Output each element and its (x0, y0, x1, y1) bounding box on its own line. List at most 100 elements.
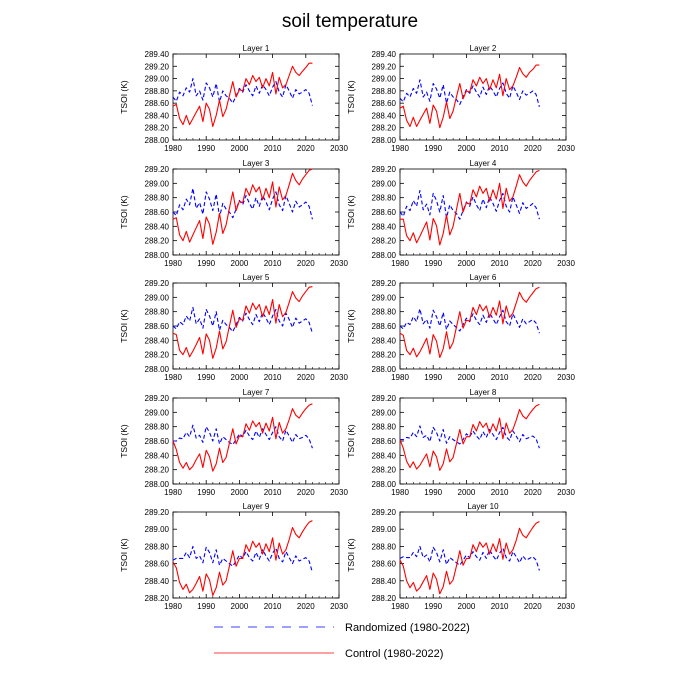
panel-5-ytick-label: 289.00 (145, 293, 170, 302)
panel-3-xtick-label: 2020 (297, 259, 315, 268)
panel-1-series-control (172, 62, 313, 128)
panel-4-xtick-label: 2010 (491, 259, 509, 268)
panel-1-xtick-label: 1980 (164, 144, 182, 153)
panel-5-xtick-label: 2030 (330, 373, 348, 382)
panel-5-ytick-label: 288.60 (145, 322, 170, 331)
panel-3-ylabel: TSOI (K) (119, 195, 129, 229)
panel-3-frame (172, 168, 340, 256)
panel-3-xtick-label: 1990 (197, 259, 215, 268)
panel-4-ytick-label: 288.80 (372, 194, 397, 203)
panel-4-series-control (400, 169, 540, 246)
panel-8-xtick-label: 2000 (458, 488, 476, 497)
panel-3-title: Layer 3 (243, 159, 270, 168)
panel-5-xtick-label: 2010 (264, 373, 282, 382)
panel-10-xtick-label: 2030 (557, 602, 575, 611)
panel-4-ytick-label: 289.20 (372, 165, 397, 174)
panel-7-xtick-label: 1990 (197, 488, 215, 497)
panel-2-ytick-label: 288.40 (372, 111, 397, 120)
panel-10-xtick-label: 1990 (424, 602, 442, 611)
panel-8-ytick-label: 288.00 (372, 480, 397, 489)
panel-10-ylabel: TSOI (K) (346, 538, 356, 572)
legend-label-randomized: Randomized (1980-2022) (345, 622, 470, 634)
panel-2-ylabel: TSOI (K) (346, 80, 356, 114)
panel-9-ytick-label: 288.20 (145, 594, 170, 603)
panel-6-series-control (399, 286, 540, 359)
panel-10-xtick-label: 2020 (524, 602, 542, 611)
panel-2-ytick-label: 288.20 (372, 124, 397, 133)
panel-10-ytick-label: 289.00 (372, 525, 397, 534)
panel-7-ytick-label: 289.00 (145, 408, 170, 417)
panel-7-xtick-label: 2020 (297, 488, 315, 497)
panel-1-ytick-label: 288.00 (145, 136, 170, 145)
panel-3-ytick-label: 289.00 (145, 179, 170, 188)
panel-4-ytick-label: 288.40 (372, 222, 397, 231)
panel-2-ytick-label: 289.00 (372, 75, 397, 84)
panel-10-xtick-label: 2000 (458, 602, 476, 611)
panel-2-ytick-label: 289.20 (372, 62, 397, 71)
panel-1-series-randomized (172, 78, 313, 106)
panel-5-xtick-label: 1980 (164, 373, 182, 382)
panel-1-ytick-label: 289.00 (145, 75, 170, 84)
panel-6-ytick-label: 288.20 (372, 351, 397, 360)
panel-4-ytick-label: 288.20 (372, 237, 397, 246)
panel-6-xtick-label: 1990 (424, 373, 442, 382)
panel-4-xtick-label: 1980 (391, 259, 409, 268)
panel-2-series-randomized (399, 79, 540, 107)
panel-7-xtick-label: 1980 (164, 488, 182, 497)
panel-4-series-randomized (399, 189, 540, 220)
panel-8-ytick-label: 289.00 (372, 408, 397, 417)
panel-9-series-control (172, 520, 313, 596)
panel-5-ytick-label: 288.80 (145, 308, 170, 317)
panel-6-ytick-label: 288.80 (372, 308, 397, 317)
panel-8-frame (399, 397, 567, 485)
panel-9-xtick-label: 1980 (164, 602, 182, 611)
panel-1: Layer 1 TSOI (K) 1980 1990 2000 2010 2020 2030 2… (119, 44, 348, 153)
panel-10: Layer 10 TSOI (K) 1980 1990 2000 2010 2020 2030… (346, 502, 575, 611)
panel-5-xtick-label: 2020 (297, 373, 315, 382)
panel-3-ytick-label: 288.20 (145, 237, 170, 246)
panel-10-xtick-label: 2010 (491, 602, 509, 611)
panel-2-ytick-label: 288.80 (372, 87, 397, 96)
panel-7: Layer 7 TSOI (K) 1980 1990 2000 2010 2020 2030 2… (119, 388, 348, 497)
panel-7-xtick-label: 2030 (330, 488, 348, 497)
panel-6-xtick-label: 2030 (557, 373, 575, 382)
panel-6-ytick-label: 288.60 (372, 322, 397, 331)
panel-2-xtick-label: 2030 (557, 144, 575, 153)
panel-5-ylabel: TSOI (K) (119, 309, 129, 343)
panel-1-xtick-label: 2020 (297, 144, 315, 153)
panel-3-ytick-label: 288.00 (145, 251, 170, 260)
panel-2-ytick-label: 289.40 (372, 50, 397, 59)
panel-1-ytick-label: 289.20 (145, 62, 170, 71)
panel-7-ytick-label: 289.20 (145, 394, 170, 403)
panel-6-series-randomized (399, 308, 540, 334)
panel-3: Layer 3 TSOI (K) 1980 1990 2000 2010 2020 2030 2… (119, 159, 348, 268)
panel-1-ytick-label: 289.40 (145, 50, 170, 59)
panel-6-ytick-label: 289.20 (372, 279, 397, 288)
panel-8-xtick-label: 2020 (524, 488, 542, 497)
panel-8-title: Layer 8 (470, 388, 497, 397)
panel-3-ytick-label: 288.40 (145, 222, 170, 231)
panel-3-xtick-label: 2030 (330, 259, 348, 268)
panel-6-xtick-label: 2010 (491, 373, 509, 382)
panel-1-xtick-label: 2010 (264, 144, 282, 153)
panel-3-ytick-label: 288.80 (145, 194, 170, 203)
panel-7-ytick-label: 288.20 (145, 466, 170, 475)
panel-8: Layer 8 TSOI (K) 1980 1990 2000 2010 2020 2030 2… (346, 388, 575, 497)
panel-5-ytick-label: 288.40 (145, 336, 170, 345)
panel-4-ytick-label: 288.00 (372, 251, 397, 260)
panel-9-ylabel: TSOI (K) (119, 538, 129, 572)
panel-9-series-randomized (172, 545, 313, 573)
panel-9-frame (172, 511, 340, 599)
panel-4-title: Layer 4 (470, 159, 497, 168)
panel-8-xtick-label: 1980 (391, 488, 409, 497)
panel-9-xtick-label: 1990 (197, 602, 215, 611)
panel-4-xtick-label: 2020 (524, 259, 542, 268)
panel-4: Layer 4 TSOI (K) 1980 1990 2000 2010 2020 2030 2… (346, 159, 575, 268)
panel-3-series-randomized (172, 187, 313, 220)
panel-8-ytick-label: 289.20 (372, 394, 397, 403)
panel-8-xtick-label: 2010 (491, 488, 509, 497)
panel-2-xtick-label: 2020 (524, 144, 542, 153)
panel-9-xtick-label: 2020 (297, 602, 315, 611)
panel-7-ytick-label: 288.00 (145, 480, 170, 489)
